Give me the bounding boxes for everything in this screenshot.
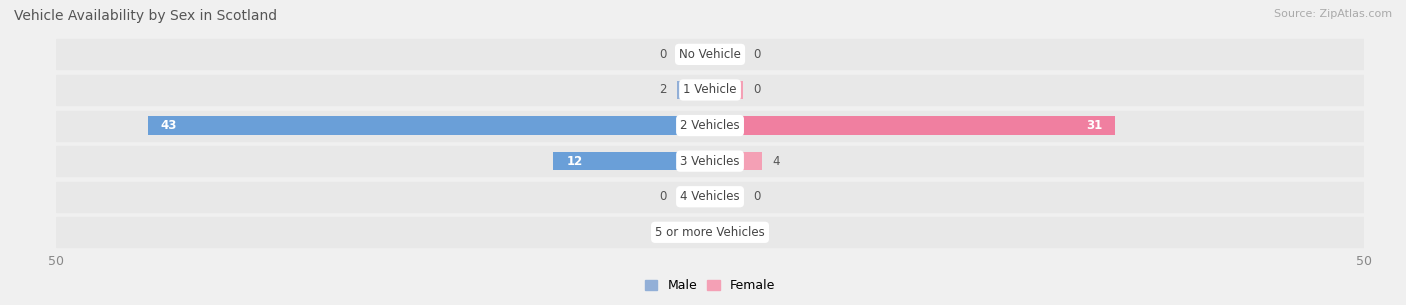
Bar xyxy=(56,217,1364,247)
Bar xyxy=(56,182,1364,212)
Text: 0: 0 xyxy=(754,84,761,96)
Bar xyxy=(56,146,1364,176)
Bar xyxy=(56,111,1364,141)
Text: 5 or more Vehicles: 5 or more Vehicles xyxy=(655,226,765,239)
Text: 31: 31 xyxy=(1085,119,1102,132)
Text: Vehicle Availability by Sex in Scotland: Vehicle Availability by Sex in Scotland xyxy=(14,9,277,23)
Text: 0: 0 xyxy=(659,190,666,203)
Text: 0: 0 xyxy=(659,48,666,61)
Bar xyxy=(553,152,710,170)
Text: 2 Vehicles: 2 Vehicles xyxy=(681,119,740,132)
Text: 43: 43 xyxy=(160,119,177,132)
Text: 0: 0 xyxy=(754,226,761,239)
Text: 2: 2 xyxy=(659,84,666,96)
Bar xyxy=(148,116,710,135)
Text: Source: ZipAtlas.com: Source: ZipAtlas.com xyxy=(1274,9,1392,19)
Bar xyxy=(710,45,742,64)
Bar xyxy=(678,45,710,64)
Bar xyxy=(710,81,742,99)
Text: No Vehicle: No Vehicle xyxy=(679,48,741,61)
Text: 4: 4 xyxy=(773,155,780,168)
Text: 12: 12 xyxy=(567,155,582,168)
Bar xyxy=(710,188,742,206)
Text: 4 Vehicles: 4 Vehicles xyxy=(681,190,740,203)
Text: 3 Vehicles: 3 Vehicles xyxy=(681,155,740,168)
Text: 1 Vehicle: 1 Vehicle xyxy=(683,84,737,96)
Bar xyxy=(710,116,1115,135)
Text: 0: 0 xyxy=(754,48,761,61)
Text: 0: 0 xyxy=(659,226,666,239)
Bar xyxy=(710,152,762,170)
Bar xyxy=(678,188,710,206)
Bar xyxy=(678,223,710,242)
Bar xyxy=(56,39,1364,69)
Bar xyxy=(678,81,710,99)
Legend: Male, Female: Male, Female xyxy=(640,274,780,297)
Bar xyxy=(56,75,1364,105)
Bar xyxy=(710,223,742,242)
Text: 0: 0 xyxy=(754,190,761,203)
